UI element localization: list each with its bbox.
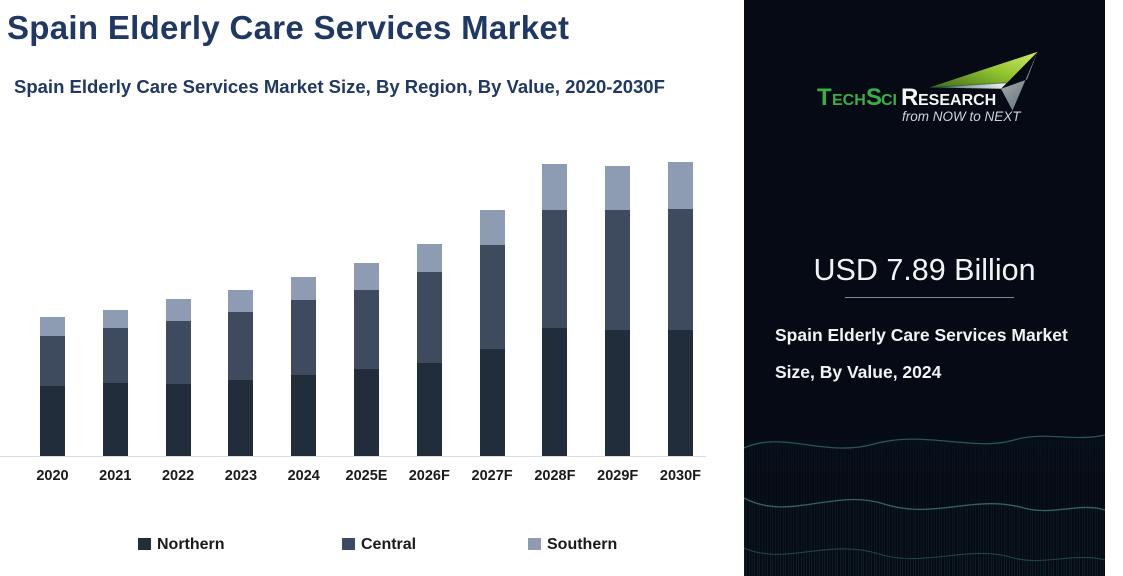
- svg-text:CI: CI: [881, 92, 897, 109]
- svg-text:R: R: [901, 84, 918, 111]
- svg-text:ECH: ECH: [832, 92, 866, 109]
- svg-text:ESEARCH: ESEARCH: [918, 92, 996, 109]
- svg-text:T: T: [817, 84, 832, 111]
- svg-text:from NOW to NEXT: from NOW to NEXT: [902, 109, 1022, 124]
- svg-text:S: S: [866, 84, 882, 111]
